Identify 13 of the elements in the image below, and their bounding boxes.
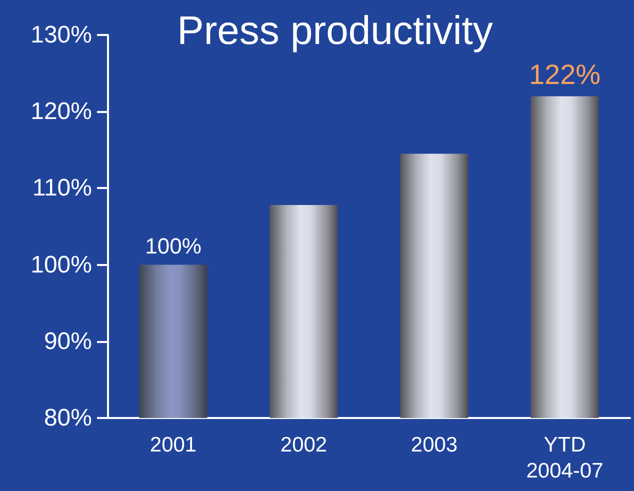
chart-title: Press productivity	[177, 9, 493, 53]
y-tick-label: 100%	[30, 251, 92, 278]
y-tick-label: 80%	[44, 404, 92, 432]
y-tick-label: 130%	[30, 22, 92, 48]
x-tick-label: 2001	[150, 434, 197, 456]
y-tick-label: 110%	[32, 174, 92, 202]
data-label: 100%	[145, 233, 202, 258]
data-label: 122%	[528, 58, 601, 90]
x-tick-label: 2003	[410, 434, 458, 456]
y-tick-label: 90%	[44, 328, 92, 355]
y-tick-label: 120%	[30, 98, 92, 126]
x-tick-label: 2002	[280, 434, 328, 456]
x-tick-label: YTD 2004-07	[526, 434, 604, 482]
